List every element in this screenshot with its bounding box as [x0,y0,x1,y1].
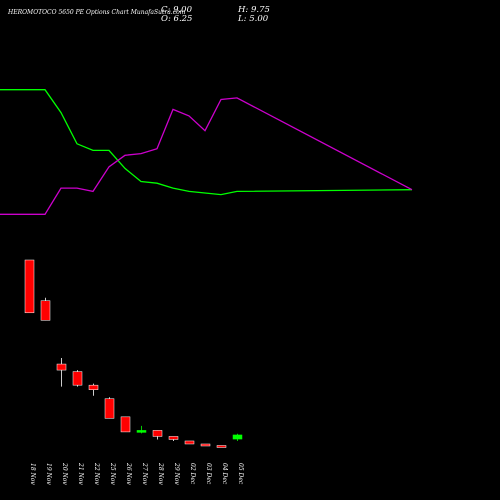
candle-22-nov [88,383,99,396]
candle-20-nov [56,358,67,387]
candle-body [40,300,51,321]
indicator-lines [0,89,413,215]
x-tick-label: 02 Dec [189,463,196,485]
candle-27-nov [136,425,147,434]
low-value: L: 5.00 [238,14,269,24]
candle-body [216,445,227,448]
candle-03-dec [200,443,211,447]
candle-29-nov [168,436,179,441]
x-tick-label: 27 Nov [141,462,148,485]
candle-body [56,363,67,371]
candlesticks [24,259,243,448]
candle-body [136,430,147,433]
candle-body [168,436,179,440]
candle-body [88,384,99,390]
x-axis-labels: 18 Nov 19 Nov 20 Nov 21 Nov 22 Nov 25 Nov 26 N… [29,462,244,485]
x-tick-label: 26 Nov [125,462,132,485]
candle-05-dec [232,433,243,441]
x-tick-label: 18 Nov [29,463,36,485]
candle-26-nov [120,416,131,433]
candle-body [152,430,163,437]
candle-body [24,259,35,314]
x-tick-label: 03 Dec [205,463,212,485]
candle-28-nov [152,430,163,440]
x-tick-label: 29 Nov [173,462,180,485]
chart-title: HEROMOTOCO 5650 PE Options Chart MunafaS… [8,9,186,16]
candle-body [184,440,195,445]
x-tick-label: 19 Nov [45,463,52,485]
candle-21-nov [72,370,83,387]
x-tick-label: 28 Nov [157,462,164,485]
candle-body [120,416,131,433]
x-tick-label: 20 Nov [61,462,68,485]
close-value: C: 9.00 [161,5,192,15]
x-tick-label: 04 Dec [221,463,228,485]
candle-body [104,398,115,419]
candle-02-dec [184,440,195,445]
candle-body [200,443,211,447]
candle-body [232,434,243,440]
candle-body [72,371,83,386]
x-tick-label: 25 Nov [109,462,116,485]
candle-18-nov [24,259,35,314]
high-value: H: 9.75 [238,5,270,15]
indicator-line-2 [0,97,413,215]
x-tick-label: 21 Nov [77,462,84,485]
x-tick-label: 05 Dec [237,463,244,485]
candle-19-nov [40,297,51,321]
indicator-line-1 [0,89,413,196]
x-tick-label: 22 Nov [93,462,100,485]
open-value: O: 6.25 [161,14,193,24]
candle-04-dec [216,445,227,448]
candle-25-nov [104,397,115,419]
